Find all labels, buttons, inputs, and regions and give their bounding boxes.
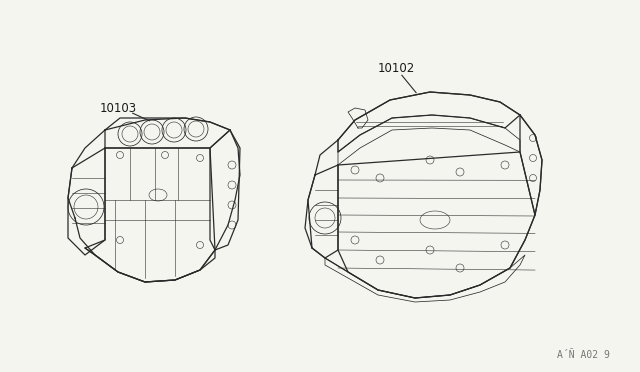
Text: 10103: 10103 [100, 102, 137, 115]
Text: 10102: 10102 [378, 61, 415, 74]
Text: A´Ñ A02 9: A´Ñ A02 9 [557, 350, 610, 360]
